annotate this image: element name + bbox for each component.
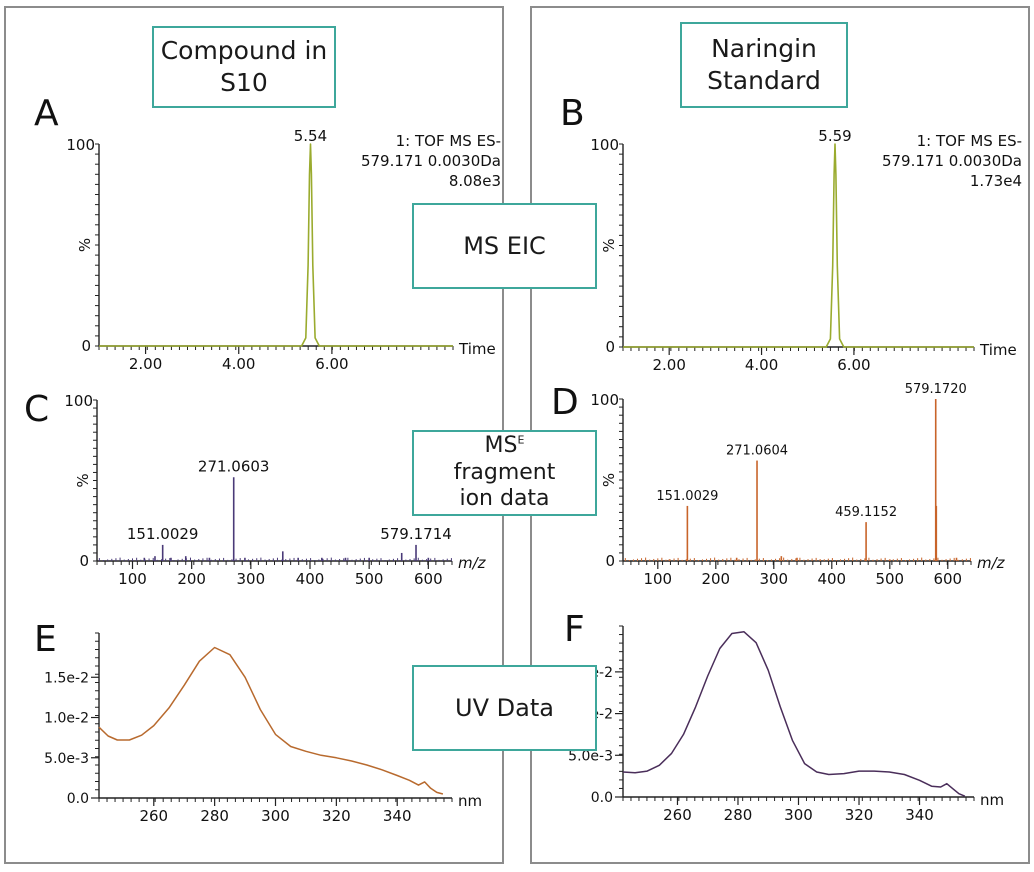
chart-b-y-tick-label: 100	[590, 136, 619, 154]
chart-c-peak-label: 151.0029	[127, 525, 199, 543]
chart-c-x-tick-label: 600	[414, 570, 443, 588]
chart-f-x-tick-label: 320	[845, 806, 874, 824]
chart-a-series-line	[99, 143, 453, 347]
chart-b-x-axis-label: Time	[979, 341, 1017, 359]
chart-b-x-tick-label: 4.00	[745, 356, 778, 374]
chart-e-y-tick-label: 1.0e-2	[44, 711, 89, 727]
mse-label-sup: E	[517, 434, 525, 448]
chart-b-y-axis-label: %	[600, 238, 618, 252]
chart-e-x-axis-label: nm	[458, 792, 482, 810]
chart-d-x-tick-label: 400	[817, 570, 846, 588]
chart-d-x-tick-label: 500	[875, 570, 904, 588]
chart-c-y-tick-label: 0	[79, 552, 89, 570]
chart-b-legend-line: 579.171 0.0030Da	[882, 152, 1022, 170]
left-column-title-text: Compound in S10	[160, 35, 328, 98]
panel-letter-f: F	[564, 609, 585, 650]
panel-letter-d: D	[551, 382, 579, 423]
chart-a-legend-line: 8.08e3	[449, 172, 501, 190]
chart-e-y-tick-label: 0.0	[67, 791, 89, 807]
chart-a-y-tick-label: 0	[81, 337, 91, 355]
chart-d-y-axis-label: %	[600, 473, 618, 487]
chart-e-x-tick-label: 300	[261, 807, 290, 825]
chart-d-peak-label: 151.0029	[656, 489, 718, 504]
chart-a-y-tick-label: 100	[66, 136, 95, 154]
right-column-title: Naringin Standard	[680, 22, 848, 108]
chart-d-peak-label: 271.0604	[726, 444, 788, 459]
ms-eic-label: MS EIC	[412, 203, 597, 289]
panel-letter-e: E	[34, 619, 57, 660]
chart-c-x-tick-label: 400	[296, 570, 325, 588]
panel-letter-c: C	[24, 389, 50, 430]
chart-a-x-tick-label: 6.00	[315, 355, 348, 373]
chart-a-legend-line: 1: TOF MS ES-	[396, 132, 501, 150]
chart-b-x-tick-label: 6.00	[837, 356, 870, 374]
chart-c-peak-label: 579.1714	[380, 525, 452, 543]
chart-a-x-axis-label: Time	[458, 340, 496, 358]
chart-d-y-tick-label: 0	[605, 552, 615, 570]
chart-c-peak-label: 271.0603	[198, 457, 270, 475]
chart-c-x-tick-label: 100	[118, 570, 147, 588]
right-column-panel	[530, 6, 1030, 864]
chart-f-x-tick-label: 260	[663, 806, 692, 824]
mse-label-rest: fragment ion data	[453, 459, 556, 512]
chart-b-legend-line: 1.73e4	[970, 172, 1022, 190]
chart-d-peak-label: 579.1720	[905, 382, 967, 397]
chart-d-x-tick-label: 200	[701, 570, 730, 588]
right-column-title-text: Naringin Standard	[707, 33, 821, 96]
chart-d-x-tick-label: 600	[933, 570, 962, 588]
chart-d-x-axis-label: m/z	[977, 554, 1006, 572]
chart-a-x-tick-label: 2.00	[129, 355, 162, 373]
chart-e-series-line	[98, 646, 444, 795]
chart-c-x-tick-label: 200	[177, 570, 206, 588]
chart-b-x-tick-label: 2.00	[652, 356, 685, 374]
chart-c-x-tick-label: 500	[355, 570, 384, 588]
chart-b-y-tick-label: 0	[605, 338, 615, 356]
uv-data-label-text: UV Data	[455, 694, 554, 722]
mse-label-line1: MSE	[485, 433, 525, 459]
chart-d-x-tick-label: 300	[759, 570, 788, 588]
mse-fragment-label: MSE fragment ion data	[412, 430, 597, 516]
chart-e-x-tick-label: 340	[383, 807, 412, 825]
mse-label-ms: MS	[484, 433, 518, 459]
chart-a-x-tick-label: 4.00	[222, 355, 255, 373]
chart-b-series-line	[623, 143, 974, 348]
chart-a-y-axis-label: %	[76, 238, 94, 252]
uv-data-label: UV Data	[412, 665, 597, 751]
chart-c-x-tick-label: 300	[237, 570, 266, 588]
panel-letter-b: B	[560, 93, 585, 134]
chart-f-y-tick-label: 5.0e-3	[568, 748, 613, 764]
chart-a-legend-line: 579.171 0.0030Da	[361, 152, 501, 170]
chart-f-x-tick-label: 300	[784, 806, 813, 824]
chart-b-legend-line: 1: TOF MS ES-	[917, 132, 1022, 150]
chart-f-x-tick-label: 280	[724, 806, 753, 824]
chart-c-x-axis-label: m/z	[458, 554, 487, 572]
chart-e-x-tick-label: 280	[200, 807, 229, 825]
chart-f-y-tick-label: 0.0	[591, 790, 613, 806]
chart-d-x-tick-label: 100	[643, 570, 672, 588]
chart-e-x-tick-label: 260	[139, 807, 168, 825]
chart-e-y-tick-label: 1.5e-2	[44, 670, 89, 686]
chart-e-x-tick-label: 320	[322, 807, 351, 825]
chart-d-y-tick-label: 100	[590, 391, 619, 409]
chart-f-series-line	[622, 631, 966, 797]
panel-letter-a: A	[34, 93, 59, 134]
chart-f-x-tick-label: 340	[905, 806, 934, 824]
chart-d-peak-label: 459.1152	[835, 505, 897, 520]
left-column-title: Compound in S10	[152, 26, 336, 108]
chart-c-y-tick-label: 100	[64, 392, 93, 410]
chart-f-x-axis-label: nm	[980, 791, 1004, 809]
chart-a-peak-label: 5.54	[294, 127, 327, 145]
chart-e-y-tick-label: 5.0e-3	[44, 751, 89, 767]
chart-c-y-axis-label: %	[74, 473, 92, 487]
ms-eic-label-text: MS EIC	[463, 232, 546, 260]
chart-b-peak-label: 5.59	[818, 127, 851, 145]
